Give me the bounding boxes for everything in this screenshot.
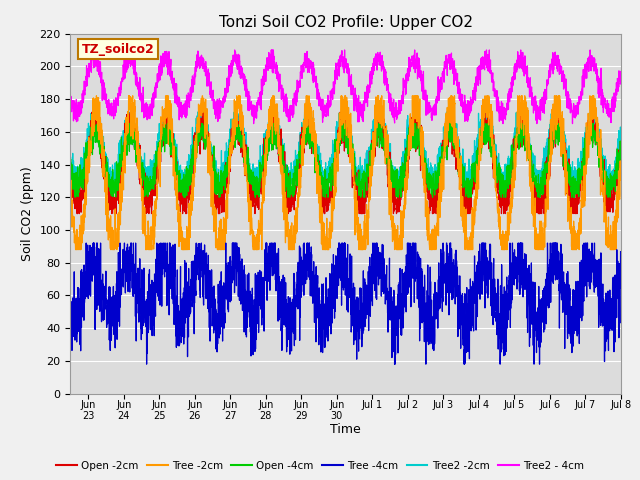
Y-axis label: Soil CO2 (ppm): Soil CO2 (ppm): [21, 166, 34, 261]
Text: TZ_soilco2: TZ_soilco2: [81, 43, 154, 56]
Title: Tonzi Soil CO2 Profile: Upper CO2: Tonzi Soil CO2 Profile: Upper CO2: [219, 15, 472, 30]
Legend: Open -2cm, Tree -2cm, Open -4cm, Tree -4cm, Tree2 -2cm, Tree2 - 4cm: Open -2cm, Tree -2cm, Open -4cm, Tree -4…: [52, 456, 588, 475]
X-axis label: Time: Time: [330, 423, 361, 436]
